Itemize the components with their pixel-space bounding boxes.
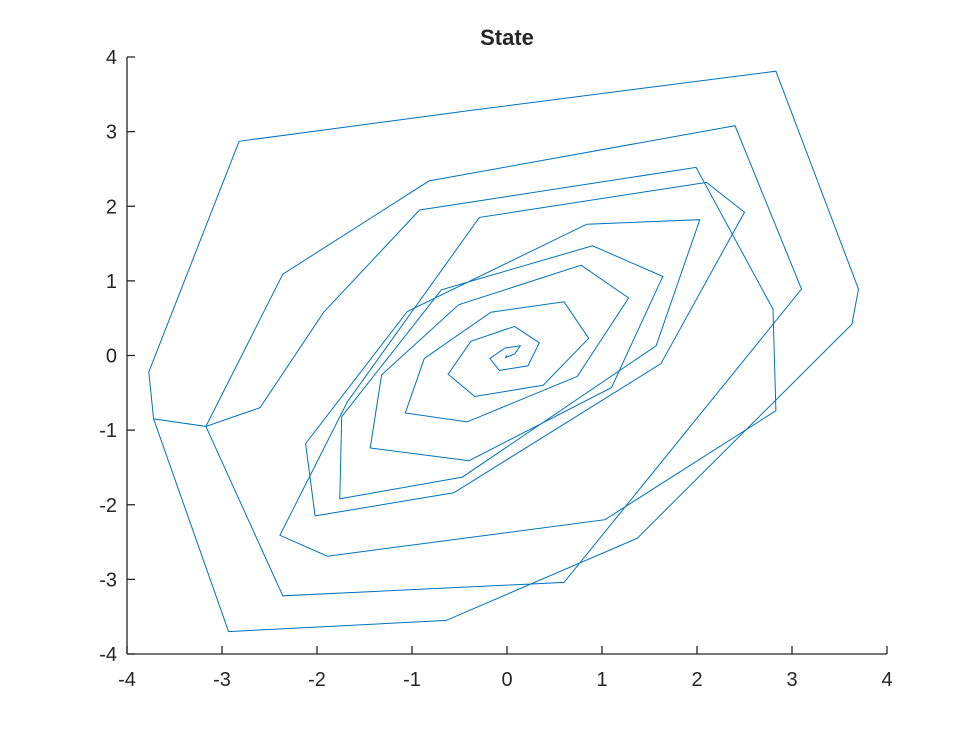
y-tick-label: 3 — [106, 122, 117, 144]
x-tick-label: -4 — [118, 669, 136, 691]
y-tick-label: -3 — [99, 569, 117, 591]
y-tick-label: 1 — [106, 271, 117, 293]
x-ticks: -4 -3 -2 -1 0 1 2 3 4 — [118, 646, 893, 691]
y-tick-label: 2 — [106, 196, 117, 218]
series-layer — [148, 70, 860, 633]
state-trajectory-line — [148, 70, 860, 633]
y-tick-label: -4 — [99, 644, 117, 666]
y-tick-label: -2 — [99, 495, 117, 517]
y-tick-label: 0 — [106, 346, 117, 368]
x-tick-label: 1 — [596, 669, 607, 691]
y-tick-label: -1 — [99, 420, 117, 442]
x-tick-label: -2 — [308, 669, 326, 691]
x-tick-label: -1 — [403, 669, 421, 691]
chart-title: State — [480, 25, 534, 50]
x-tick-label: 2 — [691, 669, 702, 691]
x-tick-label: 3 — [786, 669, 797, 691]
y-tick-label: 4 — [106, 47, 117, 69]
x-tick-label: 0 — [501, 669, 512, 691]
x-tick-label: -3 — [213, 669, 231, 691]
y-ticks: -4 -3 -2 -1 0 1 2 3 4 — [99, 47, 135, 666]
x-tick-label: 4 — [881, 669, 892, 691]
